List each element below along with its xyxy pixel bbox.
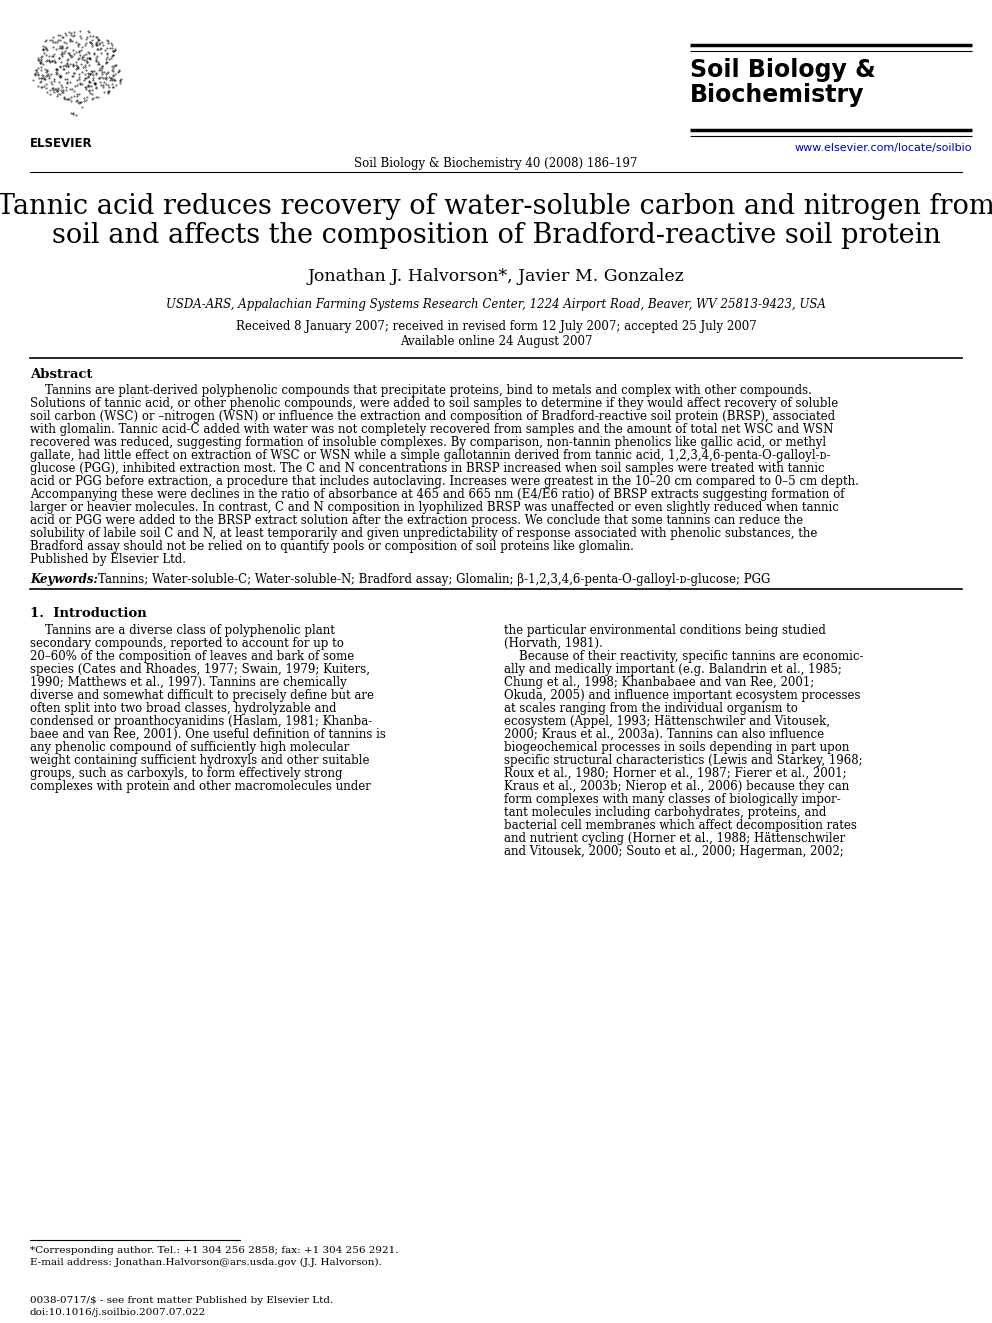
Text: E-mail address: Jonathan.Halvorson@ars.usda.gov (J.J. Halvorson).: E-mail address: Jonathan.Halvorson@ars.u… — [30, 1258, 382, 1267]
Text: ally and medically important (e.g. Balandrin et al., 1985;: ally and medically important (e.g. Balan… — [504, 663, 842, 676]
Text: and nutrient cycling (Horner et al., 1988; Hättenschwiler: and nutrient cycling (Horner et al., 198… — [504, 832, 845, 845]
Text: Published by Elsevier Ltd.: Published by Elsevier Ltd. — [30, 553, 186, 566]
Text: acid or PGG were added to the BRSP extract solution after the extraction process: acid or PGG were added to the BRSP extra… — [30, 515, 804, 527]
Text: doi:10.1016/j.soilbio.2007.07.022: doi:10.1016/j.soilbio.2007.07.022 — [30, 1308, 206, 1316]
Text: condensed or proanthocyanidins (Haslam, 1981; Khanba-: condensed or proanthocyanidins (Haslam, … — [30, 714, 372, 728]
Text: Tannic acid reduces recovery of water-soluble carbon and nitrogen from: Tannic acid reduces recovery of water-so… — [0, 193, 992, 220]
Text: 1990; Matthews et al., 1997). Tannins are chemically: 1990; Matthews et al., 1997). Tannins ar… — [30, 676, 347, 689]
Text: specific structural characteristics (Lewis and Starkey, 1968;: specific structural characteristics (Lew… — [504, 754, 863, 767]
Text: Tannins are a diverse class of polyphenolic plant: Tannins are a diverse class of polypheno… — [30, 624, 335, 636]
Text: any phenolic compound of sufficiently high molecular: any phenolic compound of sufficiently hi… — [30, 741, 349, 754]
Text: Chung et al., 1998; Khanbabaee and van Ree, 2001;: Chung et al., 1998; Khanbabaee and van R… — [504, 676, 814, 689]
Text: glucose (PGG), inhibited extraction most. The C and N concentrations in BRSP inc: glucose (PGG), inhibited extraction most… — [30, 462, 824, 475]
Text: and Vitousek, 2000; Souto et al., 2000; Hagerman, 2002;: and Vitousek, 2000; Souto et al., 2000; … — [504, 845, 844, 859]
Text: solubility of labile soil C and N, at least temporarily and given unpredictabili: solubility of labile soil C and N, at le… — [30, 527, 817, 540]
Text: Solutions of tannic acid, or other phenolic compounds, were added to soil sample: Solutions of tannic acid, or other pheno… — [30, 397, 838, 410]
Text: Bradford assay should not be relied on to quantify pools or composition of soil : Bradford assay should not be relied on t… — [30, 540, 634, 553]
Text: larger or heavier molecules. In contrast, C and N composition in lyophilized BRS: larger or heavier molecules. In contrast… — [30, 501, 839, 515]
Text: at scales ranging from the individual organism to: at scales ranging from the individual or… — [504, 703, 798, 714]
Text: diverse and somewhat difficult to precisely define but are: diverse and somewhat difficult to precis… — [30, 689, 374, 703]
Text: Kraus et al., 2003b; Nierop et al., 2006) because they can: Kraus et al., 2003b; Nierop et al., 2006… — [504, 781, 849, 792]
Text: groups, such as carboxyls, to form effectively strong: groups, such as carboxyls, to form effec… — [30, 767, 342, 781]
Text: Biochemistry: Biochemistry — [690, 83, 864, 107]
Text: www.elsevier.com/locate/soilbio: www.elsevier.com/locate/soilbio — [795, 143, 972, 153]
Text: 2000; Kraus et al., 2003a). Tannins can also influence: 2000; Kraus et al., 2003a). Tannins can … — [504, 728, 824, 741]
Text: Tannins; Water-soluble-C; Water-soluble-N; Bradford assay; Glomalin; β-1,2,3,4,6: Tannins; Water-soluble-C; Water-soluble-… — [98, 573, 771, 586]
Text: 1.  Introduction: 1. Introduction — [30, 607, 147, 620]
Text: Okuda, 2005) and influence important ecosystem processes: Okuda, 2005) and influence important eco… — [504, 689, 860, 703]
Text: Jonathan J. Halvorson*, Javier M. Gonzalez: Jonathan J. Halvorson*, Javier M. Gonzal… — [308, 269, 684, 284]
Text: soil and affects the composition of Bradford-reactive soil protein: soil and affects the composition of Brad… — [52, 222, 940, 249]
Text: Abstract: Abstract — [30, 368, 92, 381]
Text: the particular environmental conditions being studied: the particular environmental conditions … — [504, 624, 826, 636]
Text: tant molecules including carbohydrates, proteins, and: tant molecules including carbohydrates, … — [504, 806, 826, 819]
Text: acid or PGG before extraction, a procedure that includes autoclaving. Increases : acid or PGG before extraction, a procedu… — [30, 475, 859, 488]
Text: with glomalin. Tannic acid-C added with water was not completely recovered from : with glomalin. Tannic acid-C added with … — [30, 423, 833, 437]
Text: form complexes with many classes of biologically impor-: form complexes with many classes of biol… — [504, 792, 841, 806]
Text: Soil Biology &: Soil Biology & — [690, 58, 876, 82]
Text: *Corresponding author. Tel.: +1 304 256 2858; fax: +1 304 256 2921.: *Corresponding author. Tel.: +1 304 256 … — [30, 1246, 399, 1256]
Text: secondary compounds, reported to account for up to: secondary compounds, reported to account… — [30, 636, 344, 650]
Text: complexes with protein and other macromolecules under: complexes with protein and other macromo… — [30, 781, 371, 792]
Text: recovered was reduced, suggesting formation of insoluble complexes. By compariso: recovered was reduced, suggesting format… — [30, 437, 826, 448]
Text: gallate, had little effect on extraction of WSC or WSN while a simple gallotanni: gallate, had little effect on extraction… — [30, 448, 830, 462]
Text: 20–60% of the composition of leaves and bark of some: 20–60% of the composition of leaves and … — [30, 650, 354, 663]
Text: Accompanying these were declines in the ratio of absorbance at 465 and 665 nm (E: Accompanying these were declines in the … — [30, 488, 844, 501]
Text: 0038-0717/$ - see front matter Published by Elsevier Ltd.: 0038-0717/$ - see front matter Published… — [30, 1297, 333, 1304]
Text: often split into two broad classes, hydrolyzable and: often split into two broad classes, hydr… — [30, 703, 336, 714]
Text: species (Cates and Rhoades, 1977; Swain, 1979; Kuiters,: species (Cates and Rhoades, 1977; Swain,… — [30, 663, 370, 676]
Text: Available online 24 August 2007: Available online 24 August 2007 — [400, 335, 592, 348]
Text: USDA-ARS, Appalachian Farming Systems Research Center, 1224 Airport Road, Beaver: USDA-ARS, Appalachian Farming Systems Re… — [166, 298, 826, 311]
Text: Roux et al., 1980; Horner et al., 1987; Fierer et al., 2001;: Roux et al., 1980; Horner et al., 1987; … — [504, 767, 846, 781]
Text: soil carbon (WSC) or –nitrogen (WSN) or influence the extraction and composition: soil carbon (WSC) or –nitrogen (WSN) or … — [30, 410, 835, 423]
Text: Soil Biology & Biochemistry 40 (2008) 186–197: Soil Biology & Biochemistry 40 (2008) 18… — [354, 157, 638, 169]
Text: Because of their reactivity, specific tannins are economic-: Because of their reactivity, specific ta… — [504, 650, 863, 663]
Text: Keywords:: Keywords: — [30, 573, 98, 586]
Text: Tannins are plant-derived polyphenolic compounds that precipitate proteins, bind: Tannins are plant-derived polyphenolic c… — [30, 384, 811, 397]
Text: Received 8 January 2007; received in revised form 12 July 2007; accepted 25 July: Received 8 January 2007; received in rev… — [236, 320, 756, 333]
Text: ELSEVIER: ELSEVIER — [30, 138, 92, 149]
Text: baee and van Ree, 2001). One useful definition of tannins is: baee and van Ree, 2001). One useful defi… — [30, 728, 386, 741]
Text: (Horvath, 1981).: (Horvath, 1981). — [504, 636, 603, 650]
Text: biogeochemical processes in soils depending in part upon: biogeochemical processes in soils depend… — [504, 741, 849, 754]
Text: bacterial cell membranes which affect decomposition rates: bacterial cell membranes which affect de… — [504, 819, 857, 832]
Text: weight containing sufficient hydroxyls and other suitable: weight containing sufficient hydroxyls a… — [30, 754, 369, 767]
Text: ecosystem (Appel, 1993; Hättenschwiler and Vitousek,: ecosystem (Appel, 1993; Hättenschwiler a… — [504, 714, 830, 728]
